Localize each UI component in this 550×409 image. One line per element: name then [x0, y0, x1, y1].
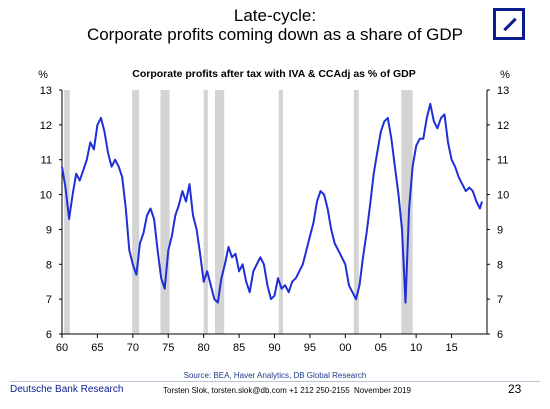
recession-band [64, 90, 70, 334]
title-line-1: Late-cycle: [233, 6, 317, 25]
y-tick-label-left: 11 [41, 155, 52, 167]
recession-band [401, 90, 413, 334]
x-tick-label: 95 [304, 342, 316, 354]
footer-date: November 2019 [354, 386, 411, 395]
x-tick-label: 85 [233, 342, 245, 354]
x-tick-label: 05 [375, 342, 387, 354]
y-tick-label-right: 8 [497, 259, 503, 271]
x-tick-label: 10 [410, 342, 422, 354]
footer-contact: Torsten Slok, torsten.slok@db.com +1 212… [163, 386, 350, 395]
x-tick-label: 65 [91, 342, 103, 354]
y-tick-label-left: 7 [46, 294, 52, 306]
slide-title: Late-cycle: Corporate profits coming dow… [0, 6, 550, 44]
footer-divider [10, 381, 540, 382]
deutsche-bank-logo-icon [493, 8, 525, 40]
x-tick-label: 15 [445, 342, 457, 354]
x-tick-label: 75 [162, 342, 174, 354]
x-tick-label: 80 [198, 342, 210, 354]
y-tick-label-left: 10 [40, 190, 52, 202]
x-tick-label: 00 [339, 342, 351, 354]
y-tick-label-right: 6 [497, 329, 503, 341]
recession-band [132, 90, 140, 334]
y-tick-label-left: 12 [40, 120, 52, 132]
recession-band [160, 90, 170, 334]
recession-band [203, 90, 208, 334]
y-tick-label-left: 13 [40, 85, 52, 97]
y-tick-label-right: 11 [497, 155, 508, 167]
profits-series-line [61, 102, 483, 304]
x-tick-label: 90 [268, 342, 280, 354]
recession-band [353, 90, 359, 334]
y-tick-label-right: 12 [497, 120, 509, 132]
y-tick-label-right: 10 [497, 190, 509, 202]
source-note: Source: BEA, Haver Analytics, DB Global … [183, 371, 367, 380]
y-tick-label-right: 7 [497, 294, 503, 306]
footer-org: Deutsche Bank Research [10, 384, 124, 395]
y-tick-label-left: 9 [46, 224, 52, 236]
y-tick-label-right: 13 [497, 85, 509, 97]
chart-title: Corporate profits after tax with IVA & C… [132, 68, 416, 80]
y-axis-label-right: % [500, 69, 510, 81]
x-tick-label: 60 [56, 342, 68, 354]
x-tick-label: 70 [127, 342, 139, 354]
y-tick-label-left: 6 [46, 329, 52, 341]
recession-band [278, 90, 283, 334]
recession-band [215, 90, 225, 334]
page-number: 23 [508, 382, 522, 396]
y-axis-label-left: % [38, 69, 48, 81]
y-tick-label-left: 8 [46, 259, 52, 271]
title-line-2: Corporate profits coming down as a share… [86, 25, 464, 44]
y-tick-label-right: 9 [497, 224, 503, 236]
